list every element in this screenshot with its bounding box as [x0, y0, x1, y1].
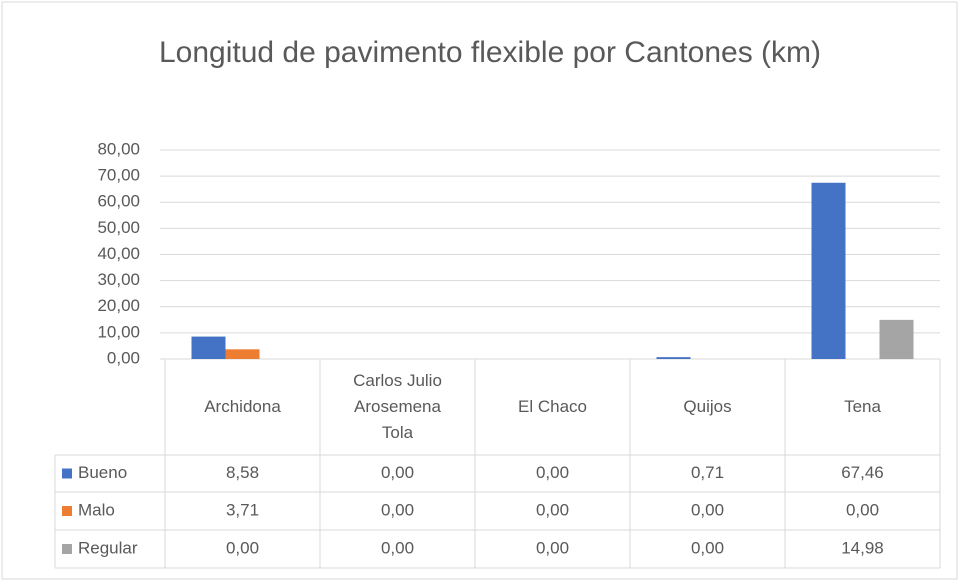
table-value: 0,71: [691, 463, 724, 482]
bar: [879, 319, 914, 359]
y-tick-label: 60,00: [97, 192, 140, 211]
x-tick-label: Carlos Julio Arosemena Tola: [353, 371, 442, 442]
legend-key: [62, 506, 72, 516]
y-tick-label: 20,00: [97, 296, 140, 315]
table-value: 0,00: [536, 500, 569, 519]
y-tick-label: 40,00: [97, 244, 140, 263]
y-tick-label: 50,00: [97, 218, 140, 237]
y-tick-label: 30,00: [97, 270, 140, 289]
chart-title: Longitud de pavimento flexible por Canto…: [158, 36, 822, 69]
table-value: 0,00: [226, 538, 259, 557]
table-value: 0,00: [381, 500, 414, 519]
y-tick-label: 80,00: [97, 139, 140, 158]
legend-label: Malo: [78, 500, 115, 519]
table-value: 0,00: [691, 500, 724, 519]
bar: [811, 182, 846, 359]
table-value: 0,00: [536, 538, 569, 557]
legend-label: Bueno: [78, 463, 127, 482]
table-value: 8,58: [226, 463, 259, 482]
x-tick-label: Tena: [844, 397, 881, 416]
table-value: 0,00: [691, 538, 724, 557]
table-value: 0,00: [381, 463, 414, 482]
y-tick-label: 10,00: [97, 322, 140, 341]
y-tick-label: 70,00: [97, 166, 140, 185]
table-value: 0,00: [381, 538, 414, 557]
bar: [191, 336, 226, 359]
table-value: 0,00: [536, 463, 569, 482]
bar: [225, 349, 260, 359]
table-value: 14,98: [841, 538, 884, 557]
legend-label: Regular: [78, 538, 138, 557]
table-value: 0,00: [846, 500, 879, 519]
x-tick-label: Quijos: [683, 397, 732, 416]
legend-key: [62, 468, 72, 479]
x-tick-label: El Chaco: [518, 397, 587, 416]
table-value: 67,46: [841, 463, 884, 482]
bar: [656, 357, 691, 359]
y-tick-label: 0,00: [107, 348, 140, 367]
table-value: 3,71: [226, 500, 259, 519]
x-tick-label: Archidona: [204, 397, 281, 416]
legend-key: [62, 544, 72, 554]
